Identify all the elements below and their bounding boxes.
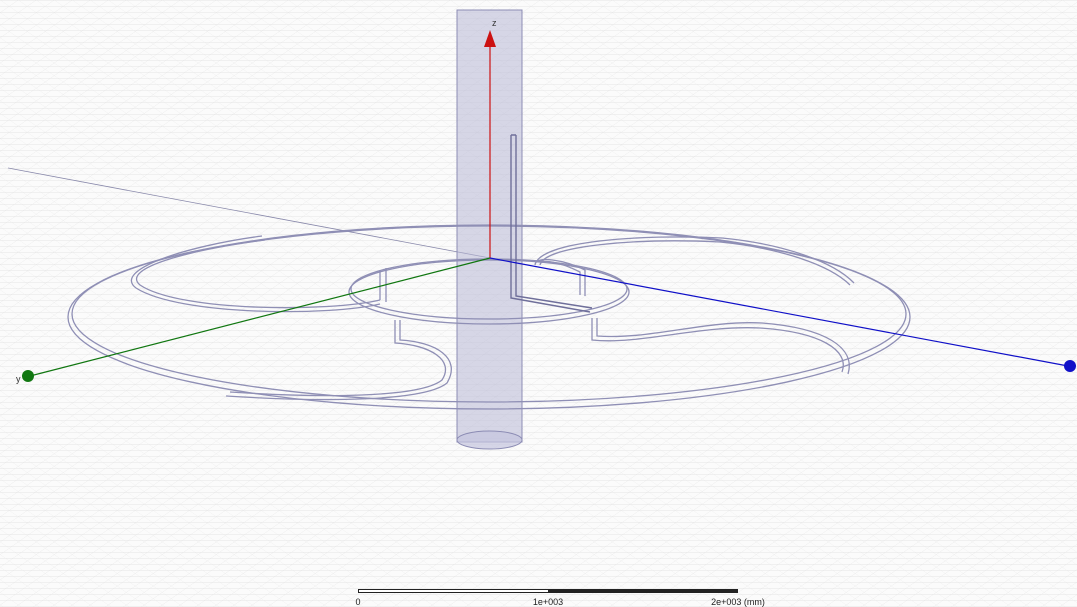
- inner-ring[interactable]: [348, 258, 630, 325]
- outer-ring[interactable]: [67, 224, 911, 410]
- axis-x: [489, 257, 1076, 372]
- svg-text:y: y: [16, 374, 21, 384]
- scale-tick-2: 2e+003 (mm): [711, 597, 765, 607]
- spiral-arm-3[interactable]: [591, 318, 850, 375]
- scale-tick-1: 1e+003: [532, 597, 564, 607]
- axis-y: y: [16, 257, 491, 384]
- feed-strip[interactable]: [510, 134, 593, 313]
- scale-tick-0: 0: [355, 597, 361, 607]
- scale-segment-white: [358, 589, 549, 593]
- axis-z: z: [484, 18, 497, 258]
- scale-segment-black: [548, 589, 738, 593]
- reference-line: [7, 167, 491, 259]
- spiral-arm-4[interactable]: [225, 320, 452, 401]
- svg-text:z: z: [492, 18, 497, 28]
- spiral-arm-2[interactable]: [534, 236, 855, 296]
- scale-bar: 0 1e+003 2e+003 (mm): [355, 589, 765, 607]
